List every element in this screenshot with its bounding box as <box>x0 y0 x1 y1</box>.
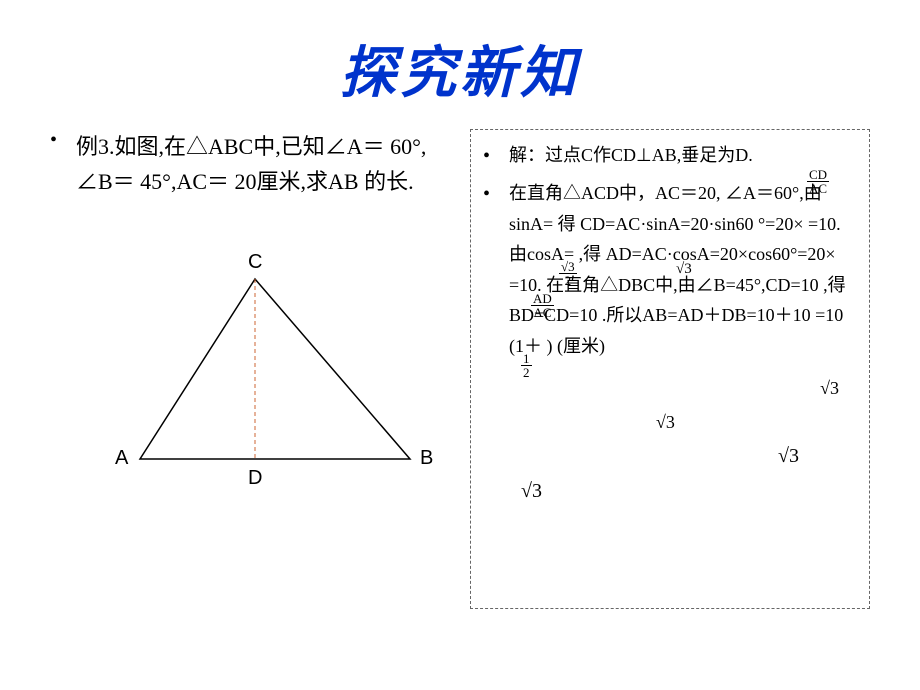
label-a: A <box>115 447 128 470</box>
sqrt3-d: √3 <box>778 440 799 472</box>
bullet-icon: • <box>483 140 509 172</box>
problem-bullet-row: • 例3.如图,在△ABC中,已知∠A＝ 60°, ∠B＝ 45°,AC＝ 20… <box>50 129 450 199</box>
frac-ad-ac: ADAC <box>531 292 554 319</box>
triangle-figure: A B C D <box>80 249 450 529</box>
label-d: D <box>248 467 262 490</box>
sqrt3-b: √3 <box>820 374 839 403</box>
sqrt3-c: √3 <box>656 408 675 437</box>
slide-title: 探究新知 <box>0 0 920 129</box>
problem-text: 例3.如图,在△ABC中,已知∠A＝ 60°, ∠B＝ 45°,AC＝ 20厘米… <box>76 129 450 199</box>
sol-p2: 得 CD=AC·sinA=20·sin60 °=20× <box>558 214 804 234</box>
solution-line1-row: • 解：过点C作CD⊥AB,垂足为D. <box>483 140 857 172</box>
solution-body-row: • 在直角△ACD中，AC＝20, ∠A＝60°,由sinA= 得 CD=AC·… <box>483 178 857 362</box>
solution-column: • 解：过点C作CD⊥AB,垂足为D. • 在直角△ACD中，AC＝20, ∠A… <box>470 129 870 609</box>
sqrt3-e: √3 <box>521 475 542 507</box>
label-c: C <box>248 251 262 274</box>
bullet-icon: • <box>50 129 76 199</box>
triangle-svg <box>80 249 450 529</box>
solution-line1: 解：过点C作CD⊥AB,垂足为D. <box>509 140 753 172</box>
frac-cd-ac: CDAC <box>807 168 829 195</box>
problem-column: • 例3.如图,在△ABC中,已知∠A＝ 60°, ∠B＝ 45°,AC＝ 20… <box>50 129 470 609</box>
sqrt3-a: √3 <box>676 257 692 281</box>
bullet-icon: • <box>483 178 509 362</box>
sqrt3-over-2: √32 <box>559 260 577 287</box>
label-b: B <box>420 447 433 470</box>
one-half: 12 <box>521 352 532 379</box>
content-area: • 例3.如图,在△ABC中,已知∠A＝ 60°, ∠B＝ 45°,AC＝ 20… <box>0 129 920 609</box>
